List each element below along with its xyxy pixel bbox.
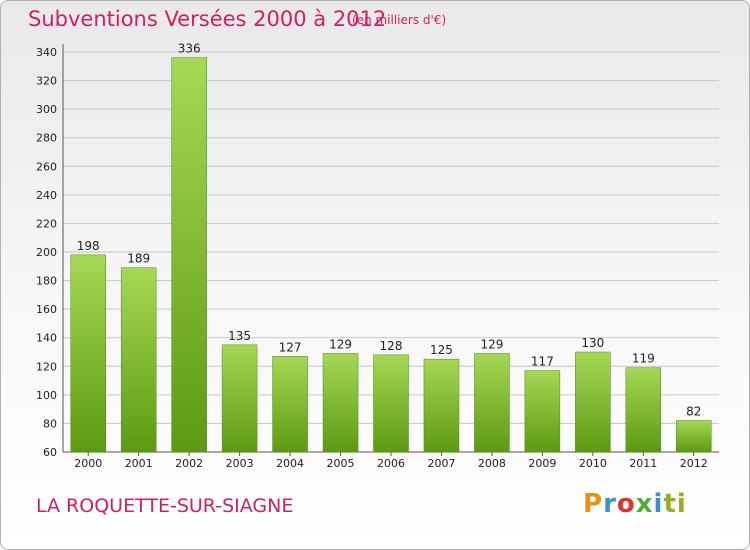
y-tick-label: 280 <box>36 132 57 145</box>
y-tick-label: 240 <box>36 189 57 202</box>
bar-value-label: 198 <box>77 239 100 253</box>
y-tick-label: 80 <box>43 417 57 430</box>
y-tick-label: 320 <box>36 75 57 88</box>
bar-2006 <box>373 354 409 453</box>
y-tick-label: 120 <box>36 360 57 373</box>
bar-value-label: 125 <box>430 343 453 357</box>
x-tick-label: 2001 <box>125 457 153 470</box>
y-tick-label: 160 <box>36 303 57 316</box>
x-tick-label: 2007 <box>427 457 455 470</box>
bar-value-label: 129 <box>480 337 503 351</box>
bar-value-label: 336 <box>178 42 201 56</box>
bar-chart: 60 80 100 120 140 160 180 200 220 240 260 280 300 320… <box>36 42 719 470</box>
bar-2005 <box>322 353 359 453</box>
bar-value-label: 127 <box>279 340 302 354</box>
bar-2010 <box>575 351 611 453</box>
bar-value-label: 135 <box>228 329 251 343</box>
bar-value-label: 128 <box>380 339 403 353</box>
proxiti-logo[interactable]: Proxiti <box>583 489 687 519</box>
bar-2003 <box>221 344 258 453</box>
logo-letter: r <box>603 489 617 519</box>
bar-value-label: 130 <box>581 336 604 350</box>
logo-letter: x <box>635 489 654 519</box>
labels: 60 80 100 120 140 160 180 200 220 240 260 280 300 320… <box>36 42 708 470</box>
bar-value-label: 189 <box>127 252 150 266</box>
x-tick-label: 2012 <box>680 457 708 470</box>
logo-letter: i <box>653 489 664 519</box>
y-tick-label: 60 <box>43 446 57 459</box>
chart-title: Subventions Versées 2000 à 2012 <box>28 7 387 31</box>
bar-2009 <box>524 370 561 453</box>
y-tick-label: 300 <box>36 103 57 116</box>
x-tick-label: 2006 <box>377 457 405 470</box>
x-tick-label: 2000 <box>74 457 102 470</box>
bar-2002 <box>171 57 207 453</box>
x-tick-label: 2011 <box>629 457 657 470</box>
y-tick-label: 260 <box>36 160 57 173</box>
logo-letter: i <box>676 489 687 519</box>
x-tick-label: 2010 <box>579 457 607 470</box>
bar-2011 <box>625 367 662 453</box>
y-tick-label: 220 <box>36 217 57 230</box>
logo-letter: P <box>583 489 604 519</box>
bar-value-label: 82 <box>686 405 701 419</box>
logo-letter: t <box>663 489 677 519</box>
bar-2008 <box>474 353 510 453</box>
logo-letter: o <box>616 489 636 519</box>
bar-2000 <box>70 254 106 453</box>
bar-value-label: 117 <box>531 355 554 369</box>
x-tick-label: 2005 <box>327 457 355 470</box>
y-tick-label: 340 <box>36 46 57 59</box>
bars <box>70 57 712 453</box>
y-tick-label: 100 <box>36 389 57 402</box>
bar-2007 <box>423 358 460 453</box>
x-tick-label: 2004 <box>276 457 304 470</box>
y-tick-label: 180 <box>36 275 57 288</box>
town-name: LA ROQUETTE-SUR-SIAGNE <box>36 495 294 517</box>
bar-2004 <box>272 356 308 453</box>
bar-2012 <box>676 420 712 453</box>
bar-value-label: 119 <box>632 352 655 366</box>
x-tick-label: 2002 <box>175 457 203 470</box>
x-tick-label: 2008 <box>478 457 506 470</box>
bar-2001 <box>120 267 157 453</box>
bar-value-label: 129 <box>329 337 352 351</box>
y-tick-label: 200 <box>36 246 57 259</box>
x-tick-label: 2003 <box>226 457 254 470</box>
y-tick-label: 140 <box>36 332 57 345</box>
unit-label: (en milliers d'€) <box>352 13 447 27</box>
x-tick-label: 2009 <box>528 457 556 470</box>
